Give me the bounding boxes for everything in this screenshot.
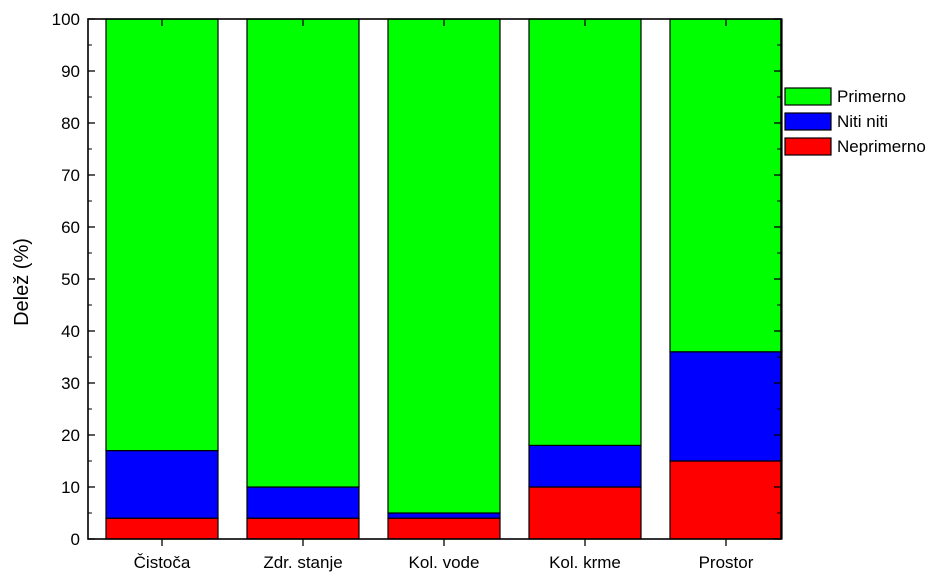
bar-segment-niti-niti-3: [528, 444, 642, 488]
legend-swatch: [784, 137, 832, 156]
legend-swatch: [784, 112, 832, 131]
y-tick-label: 70: [61, 166, 80, 185]
bar-segment-niti-niti-2: [387, 512, 501, 519]
bar-segment-primerno-2: [387, 18, 501, 514]
ticks-group: Čistoča Zdr. stanje Kol. vode Kol. krme Pros…: [52, 10, 781, 572]
x-tick-label: Prostor: [699, 553, 754, 572]
y-tick-label: 100: [52, 10, 80, 29]
y-tick-label: 10: [61, 478, 80, 497]
y-tick-label: 90: [61, 62, 80, 81]
bars-group: [105, 18, 783, 540]
bar-segment-neprimerno-1: [246, 517, 360, 540]
y-tick-label: 20: [61, 426, 80, 445]
x-tick-label: Kol. vode: [409, 553, 480, 572]
y-tick-label: 30: [61, 374, 80, 393]
legend-label: Primerno: [837, 87, 906, 106]
y-tick-label: 60: [61, 218, 80, 237]
y-tick-label: 50: [61, 270, 80, 289]
bar-segment-neprimerno-2: [387, 517, 501, 540]
bar-segment-niti-niti-0: [105, 450, 219, 519]
y-axis-label: Delež (%): [11, 238, 33, 326]
legend-swatch: [784, 87, 832, 106]
x-tick-label: Zdr. stanje: [263, 553, 342, 572]
bar-segment-neprimerno-3: [528, 486, 642, 540]
bar-segment-niti-niti-4: [669, 351, 783, 462]
y-tick-label: 40: [61, 322, 80, 341]
bar-segment-primerno-0: [105, 18, 219, 452]
bar-segment-primerno-3: [528, 18, 642, 446]
x-tick-label: Čistoča: [134, 553, 191, 572]
bar-segment-primerno-1: [246, 18, 360, 488]
bar-segment-niti-niti-1: [246, 486, 360, 519]
bar-segment-neprimerno-0: [105, 517, 219, 540]
x-tick-label: Kol. krme: [549, 553, 621, 572]
y-tick-label: 80: [61, 114, 80, 133]
bar-segment-primerno-4: [669, 18, 783, 353]
legend-label: Niti niti: [837, 112, 888, 131]
bar-segment-neprimerno-4: [669, 460, 783, 540]
y-tick-label: 0: [71, 530, 80, 549]
legend: Primerno Niti niti Neprimerno: [784, 87, 926, 156]
legend-label: Neprimerno: [837, 137, 926, 156]
